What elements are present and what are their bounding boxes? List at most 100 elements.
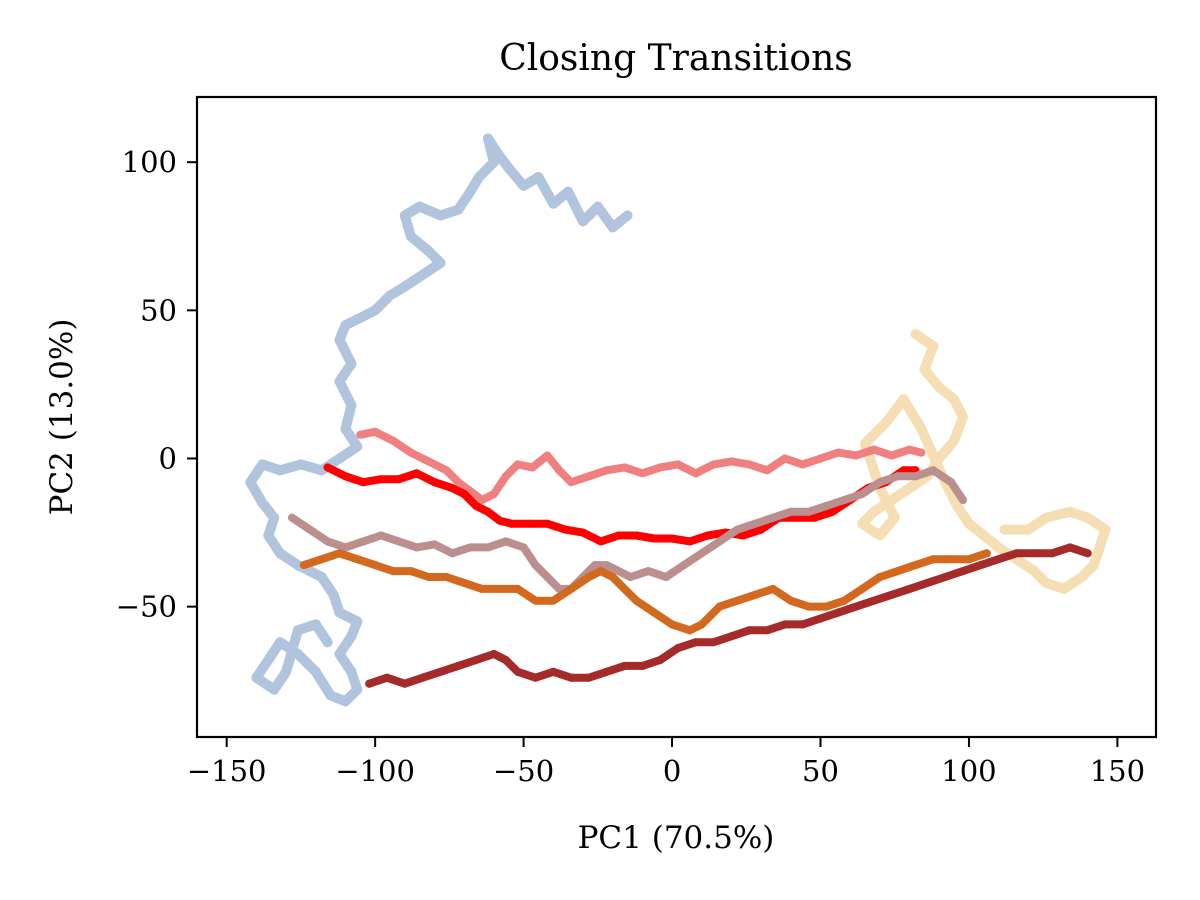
data-point <box>495 584 504 593</box>
data-point <box>316 572 327 582</box>
data-point <box>399 281 410 292</box>
data-point <box>1041 577 1052 588</box>
data-point <box>620 463 629 472</box>
data-point <box>352 441 363 452</box>
data-point <box>322 637 333 648</box>
data-point <box>269 684 280 695</box>
series-2 <box>356 427 926 504</box>
data-point <box>727 457 736 466</box>
x-tick-label: 100 <box>941 754 996 788</box>
data-point <box>822 602 831 611</box>
data-point <box>353 555 362 564</box>
data-point <box>528 463 537 472</box>
data-point <box>405 231 416 242</box>
data-point <box>941 573 950 581</box>
data-point <box>620 584 629 593</box>
data-point <box>934 453 945 464</box>
data-point <box>371 561 380 570</box>
data-point <box>668 534 676 543</box>
data-point <box>715 537 724 546</box>
data-point <box>472 656 481 664</box>
x-tick-label: −150 <box>187 754 267 788</box>
data-point <box>478 584 486 593</box>
data-point <box>531 561 540 570</box>
data-point <box>607 222 618 233</box>
data-point <box>513 667 522 676</box>
data-point <box>622 210 633 221</box>
data-point <box>727 632 736 641</box>
data-point <box>275 465 286 476</box>
data-point <box>976 561 985 570</box>
data-point <box>869 596 878 605</box>
data-point <box>466 543 475 552</box>
data-point <box>341 543 350 552</box>
data-point <box>377 531 386 540</box>
x-tick-label: −100 <box>335 754 415 788</box>
data-point <box>389 436 397 445</box>
data-point <box>1059 583 1069 594</box>
data-point <box>889 512 900 523</box>
data-point <box>383 673 391 682</box>
data-point <box>257 459 268 470</box>
data-point <box>810 513 819 522</box>
data-point <box>964 518 974 529</box>
data-point <box>1065 543 1074 552</box>
x-tick-label: −50 <box>493 754 554 788</box>
data-point <box>325 690 336 701</box>
data-point <box>685 537 694 546</box>
data-point <box>563 186 574 197</box>
data-point <box>590 561 599 570</box>
data-point <box>1064 506 1075 517</box>
data-point <box>377 475 386 484</box>
data-point <box>887 590 896 599</box>
data-point <box>484 543 492 552</box>
data-point <box>400 679 409 688</box>
data-point <box>334 607 345 618</box>
data-point <box>929 466 938 475</box>
data-point <box>697 549 706 558</box>
data-point <box>1041 512 1052 523</box>
y-tick-label: 0 <box>159 441 177 475</box>
data-point <box>465 186 476 197</box>
data-point <box>880 417 891 428</box>
data-point <box>650 534 659 543</box>
data-point <box>917 448 926 457</box>
data-point <box>638 661 647 670</box>
data-point <box>947 478 956 487</box>
data-point <box>519 543 528 552</box>
data-point <box>668 620 676 629</box>
axes-frame <box>195 95 1158 739</box>
data-point <box>483 133 493 144</box>
data-point <box>518 180 529 191</box>
data-point <box>543 573 552 581</box>
data-point <box>281 666 292 677</box>
data-point <box>346 400 357 411</box>
data-point <box>898 394 909 405</box>
data-point <box>310 619 321 630</box>
data-point <box>911 561 920 570</box>
data-point <box>334 376 345 387</box>
data-point <box>352 616 363 627</box>
data-point <box>453 204 464 215</box>
data-point <box>745 460 754 469</box>
data-point <box>531 596 540 605</box>
data-point <box>919 364 930 375</box>
data-point <box>757 525 766 534</box>
x-tick-label: 150 <box>1090 754 1145 788</box>
data-point <box>905 584 914 593</box>
data-point <box>852 602 861 611</box>
data-point <box>650 608 659 617</box>
data-point <box>340 320 351 331</box>
data-point <box>834 448 843 457</box>
data-point <box>691 638 700 647</box>
y-tick-label: −50 <box>116 590 177 624</box>
data-point <box>715 602 724 611</box>
data-point <box>959 567 967 576</box>
y-axis-ticks: −50 0 50 100 <box>116 145 197 624</box>
data-point <box>406 567 415 576</box>
data-point <box>857 518 868 529</box>
data-point <box>567 478 576 487</box>
data-point <box>978 530 989 541</box>
data-point <box>798 620 807 629</box>
